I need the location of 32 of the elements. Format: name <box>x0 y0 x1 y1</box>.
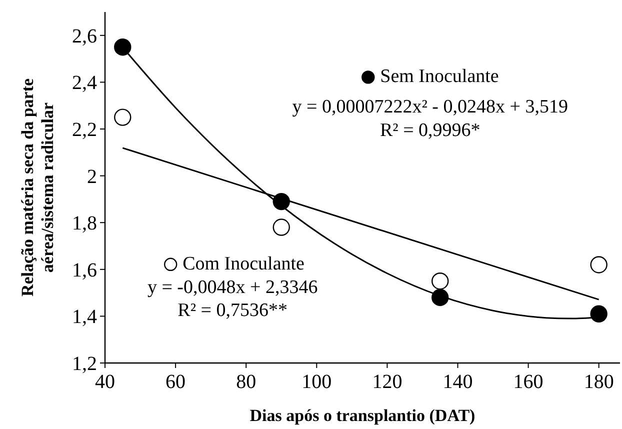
x-axis-title: Dias após o transplantio (DAT) <box>250 406 476 425</box>
y-tick-label: 2 <box>87 166 97 188</box>
point <box>272 218 290 236</box>
y-tick-label: 2,2 <box>72 119 97 141</box>
y-tick-label: 1,8 <box>72 212 97 235</box>
point <box>432 288 449 306</box>
annotation: R² = 0,9996* <box>380 120 480 142</box>
point <box>114 108 132 126</box>
point <box>590 256 608 274</box>
y-axis-title: Relação matéria seca da parte aérea/sistema radicular <box>18 78 57 297</box>
x-tick-label: 60 <box>166 371 186 393</box>
x-tick-label: 180 <box>584 371 614 393</box>
annotation: y = -0,0048x + 2,3346 <box>147 276 318 298</box>
annotation: y = 0,00007222x² - 0,0248x + 3,519 <box>292 96 568 118</box>
point <box>114 38 132 56</box>
x-tick-label: 80 <box>236 371 256 393</box>
legend-label: Sem Inoculante <box>380 66 499 88</box>
point <box>590 305 608 322</box>
x-tick-label: 40 <box>95 371 115 393</box>
point <box>272 192 290 210</box>
x-tick-label: 100 <box>302 371 332 393</box>
x-tick-label: 140 <box>442 371 473 393</box>
legend-label: Com Inoculante <box>182 253 304 274</box>
annotation: R² = 0,7536** <box>178 300 288 322</box>
x-tick-label: 160 <box>513 371 544 393</box>
x-tick-label: 120 <box>372 371 402 393</box>
point <box>432 272 449 290</box>
y-tick-label: 2,6 <box>72 25 97 48</box>
y-tick-label: 1,2 <box>72 353 97 375</box>
y-tick-label: 2,4 <box>72 72 97 94</box>
y-tick-label: 1,6 <box>72 259 97 282</box>
y-tick-label: 1,4 <box>72 306 97 328</box>
